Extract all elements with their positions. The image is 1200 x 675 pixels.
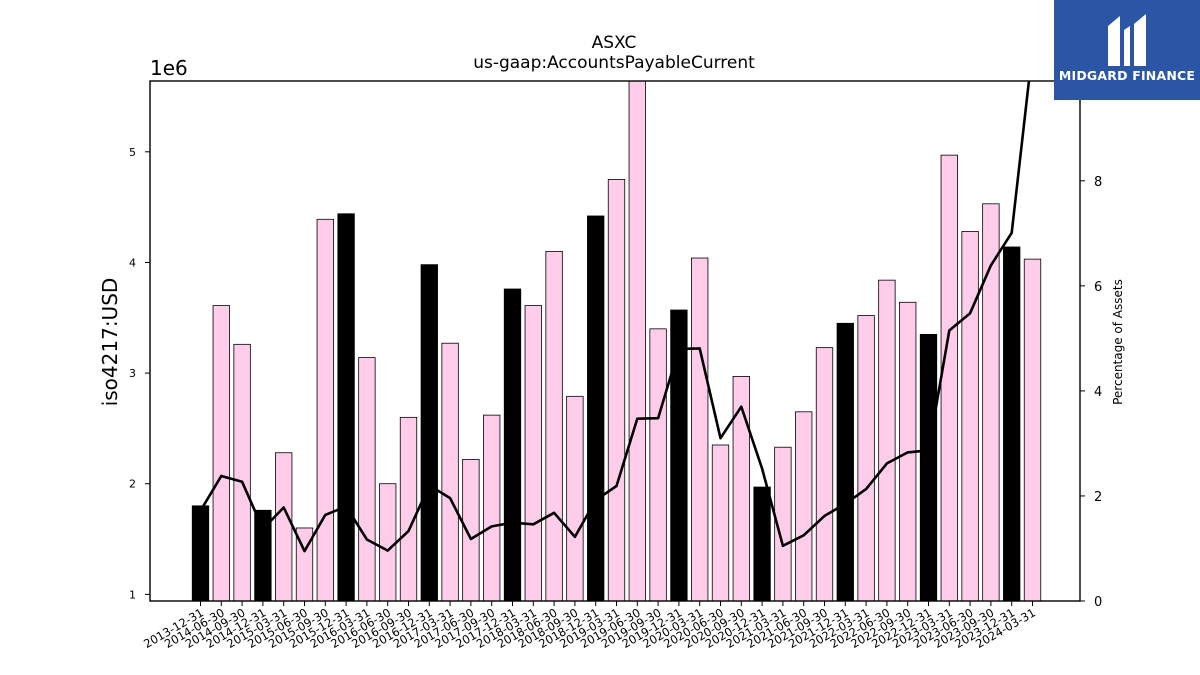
y2-tick-label: 2 — [1094, 490, 1102, 505]
bar-2019-06-30 — [628, 81, 646, 601]
bar-2024-03-31 — [1023, 258, 1042, 601]
percentage-of-assets-line — [199, 81, 1031, 553]
y2-tick-label: 4 — [1094, 385, 1102, 400]
bar-2023-06-30 — [961, 231, 979, 601]
y-tick-label: 5 — [129, 146, 136, 159]
bar-2015-12-31 — [337, 213, 355, 601]
logo-brand-text: MIDGARD FINANCE — [1058, 68, 1196, 83]
bar-2021-06-30 — [795, 411, 813, 601]
bar-2021-03-31 — [774, 446, 792, 601]
y2-tick-label: 8 — [1094, 175, 1102, 190]
bar-2015-09-30 — [316, 218, 334, 601]
bar-2016-12-31 — [420, 264, 438, 601]
y2-tick-label: 0 — [1094, 595, 1102, 610]
bar-2016-06-30 — [379, 483, 397, 601]
y-tick-label: 4 — [129, 256, 136, 269]
bar-2021-12-31 — [836, 322, 854, 601]
y-tick-label: 1 — [129, 588, 136, 601]
bar-2020-12-31 — [753, 486, 771, 601]
y-tick-label: 2 — [129, 478, 136, 491]
bar-2020-06-30 — [711, 444, 730, 601]
bar-2019-09-30 — [649, 328, 667, 601]
y-axis-label: iso4217:USD — [98, 278, 122, 407]
logo-mark-icon — [1108, 14, 1146, 66]
bar-2021-09-30 — [815, 347, 834, 601]
bar-2015-03-31 — [275, 452, 293, 601]
y2-tick-label: 6 — [1094, 280, 1102, 295]
line-layer — [199, 81, 1031, 553]
chart-title: ASXC — [592, 33, 637, 53]
axes-layer: 12345024682013-12-312014-06-302014-09-30… — [129, 80, 1102, 651]
y2-axis-label: Percentage of Assets — [1111, 279, 1125, 405]
bar-2014-06-30 — [212, 305, 230, 601]
chart-subtitle: us-gaap:AccountsPayableCurrent — [473, 53, 755, 73]
y-tick-label: 3 — [129, 367, 136, 380]
bar-2018-06-30 — [545, 250, 563, 601]
bar-2023-12-31 — [1003, 246, 1021, 601]
bar-2017-03-31 — [441, 342, 459, 601]
bar-2013-12-31 — [191, 505, 210, 601]
plot-frame — [149, 80, 1081, 602]
bars-layer — [191, 81, 1042, 601]
bar-2019-03-31 — [607, 179, 626, 601]
bar-2023-03-31 — [940, 154, 958, 601]
bar-2017-12-31 — [503, 288, 522, 601]
bar-2018-03-31 — [524, 305, 542, 601]
bar-2020-09-30 — [732, 376, 750, 601]
bar-2017-09-30 — [483, 414, 501, 601]
midgard-finance-logo: MIDGARD FINANCE — [1054, 0, 1200, 100]
bar-2018-09-30 — [566, 395, 584, 601]
bar-2022-12-31 — [919, 333, 938, 601]
bar-2022-06-30 — [878, 279, 896, 601]
bar-2019-12-31 — [670, 309, 688, 601]
bar-2018-12-31 — [587, 215, 605, 601]
bar-2020-03-31 — [691, 257, 709, 601]
y-offset-label: 1e6 — [150, 56, 188, 80]
bar-2016-09-30 — [399, 416, 418, 601]
bar-2022-03-31 — [857, 315, 875, 601]
bar-2014-09-30 — [233, 343, 251, 601]
bar-2016-03-31 — [358, 357, 376, 601]
bar-2023-09-30 — [982, 203, 1000, 601]
